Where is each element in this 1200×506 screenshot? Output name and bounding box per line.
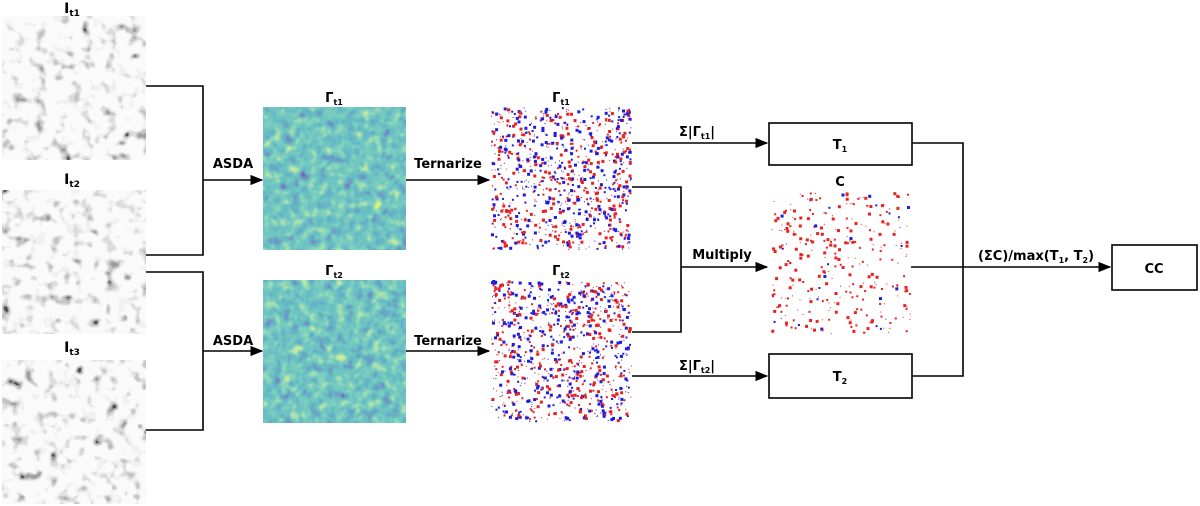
input-label-t1: It1 bbox=[64, 1, 80, 19]
step-ternarize-bottom: Ternarize bbox=[414, 334, 482, 349]
sum-label-t1: Σ|Γt1| bbox=[679, 125, 715, 141]
svg-text:T1: T1 bbox=[833, 138, 848, 154]
gamma-map-t1 bbox=[263, 107, 406, 250]
svg-text:T2: T2 bbox=[833, 370, 847, 386]
input-label-t3: It3 bbox=[64, 340, 80, 358]
final-formula: (ΣC)/max(T1, T2) bbox=[978, 249, 1094, 265]
step-ternarize-top: Ternarize bbox=[414, 157, 482, 172]
box-cc: CC bbox=[1111, 244, 1198, 291]
gamma-map-t2 bbox=[263, 280, 406, 423]
step-multiply: Multiply bbox=[692, 248, 752, 263]
connector-ternarize bbox=[406, 174, 491, 357]
input-image-t1 bbox=[2, 16, 146, 160]
ternary-map-t1 bbox=[491, 107, 632, 250]
product-map-label: C bbox=[835, 175, 845, 190]
input-image-t3 bbox=[2, 360, 146, 504]
step-asda-top: ASDA bbox=[213, 157, 253, 172]
ternary-map-t2 bbox=[491, 280, 632, 423]
box-t2: T2 bbox=[768, 353, 913, 399]
gamma-label-t1: Γt1 bbox=[325, 91, 343, 107]
connector-final bbox=[911, 142, 1112, 377]
gamma-label-t2: Γt2 bbox=[325, 264, 343, 280]
product-map-c bbox=[770, 192, 911, 334]
input-label-t2: It2 bbox=[64, 172, 80, 190]
ternary-label-t2: Γt2 bbox=[552, 264, 570, 280]
ternary-label-t1: Γt1 bbox=[552, 91, 570, 107]
sum-label-t2: Σ|Γt2| bbox=[679, 359, 715, 375]
input-image-t2 bbox=[2, 190, 146, 334]
svg-text:CC: CC bbox=[1144, 262, 1163, 277]
connector-ternary-out bbox=[632, 137, 769, 382]
box-t1: T1 bbox=[768, 122, 913, 166]
connector-inputs-to-asda bbox=[146, 85, 264, 431]
step-asda-bottom: ASDA bbox=[213, 334, 253, 349]
